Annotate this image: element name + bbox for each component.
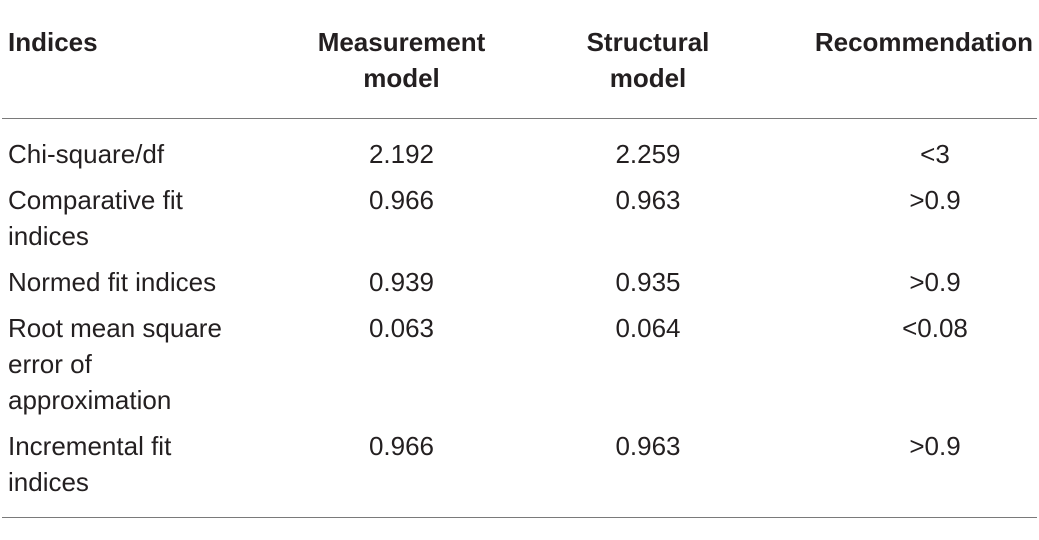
cell-recommendation: >0.9 <box>763 428 1037 518</box>
fit-indices-table: Indices Measurement model Structural mod… <box>2 0 1037 518</box>
index-label: Root mean square error of approximation <box>8 313 222 415</box>
header-indices: Indices <box>2 0 270 119</box>
header-row: Indices Measurement model Structural mod… <box>2 0 1037 119</box>
cell-recommendation: <3 <box>920 139 950 169</box>
cell-recommendation: <0.08 <box>902 313 968 343</box>
index-label: Comparative fit indices <box>8 185 183 251</box>
table-header: Indices Measurement model Structural mod… <box>2 0 1037 119</box>
cell-measurement: 0.063 <box>368 313 435 343</box>
header-measurement-model: Measurement model <box>270 0 533 119</box>
index-label: Normed fit indices <box>8 267 217 297</box>
cell-measurement: 0.966 <box>368 185 435 215</box>
cell-structural: 0.935 <box>615 267 681 297</box>
header-recommendation: Recommendation <box>763 0 1037 119</box>
table-row: Comparative fit indices 0.966 0.963 >0.9 <box>2 182 1037 264</box>
cell-structural: 0.963 <box>533 428 763 518</box>
cell-index: Comparative fit indices <box>2 182 270 264</box>
cell-structural: 0.963 <box>615 185 681 215</box>
header-measurement-label: Measurement model <box>317 27 486 93</box>
table-body: Chi-square/df 2.192 2.259 <3 Comparative… <box>2 119 1037 518</box>
table-row: Root mean square error of approximation … <box>2 310 1037 428</box>
table-row: Normed fit indices 0.939 0.935 >0.9 <box>2 264 1037 310</box>
cell-index: Root mean square error of approximation <box>2 310 270 428</box>
cell-index: Incremental fit indices <box>2 428 270 518</box>
table-row: Chi-square/df 2.192 2.259 <3 <box>2 119 1037 183</box>
cell-index: Chi-square/df <box>2 119 270 183</box>
index-label: Incremental fit indices <box>8 431 172 497</box>
index-label: Chi-square/df <box>8 139 165 169</box>
cell-measurement: 0.966 <box>270 428 533 518</box>
table-row: Incremental fit indices 0.966 0.963 >0.9 <box>2 428 1037 518</box>
cell-measurement: 0.939 <box>368 267 435 297</box>
cell-measurement: 2.192 <box>368 139 435 169</box>
cell-index: Normed fit indices <box>2 264 270 310</box>
header-structural-model: Structural model <box>533 0 763 119</box>
cell-recommendation: >0.9 <box>909 185 961 215</box>
header-structural-label: Structural model <box>586 27 710 93</box>
cell-recommendation: >0.9 <box>909 267 961 297</box>
cell-structural: 2.259 <box>615 139 681 169</box>
cell-structural: 0.064 <box>615 313 681 343</box>
